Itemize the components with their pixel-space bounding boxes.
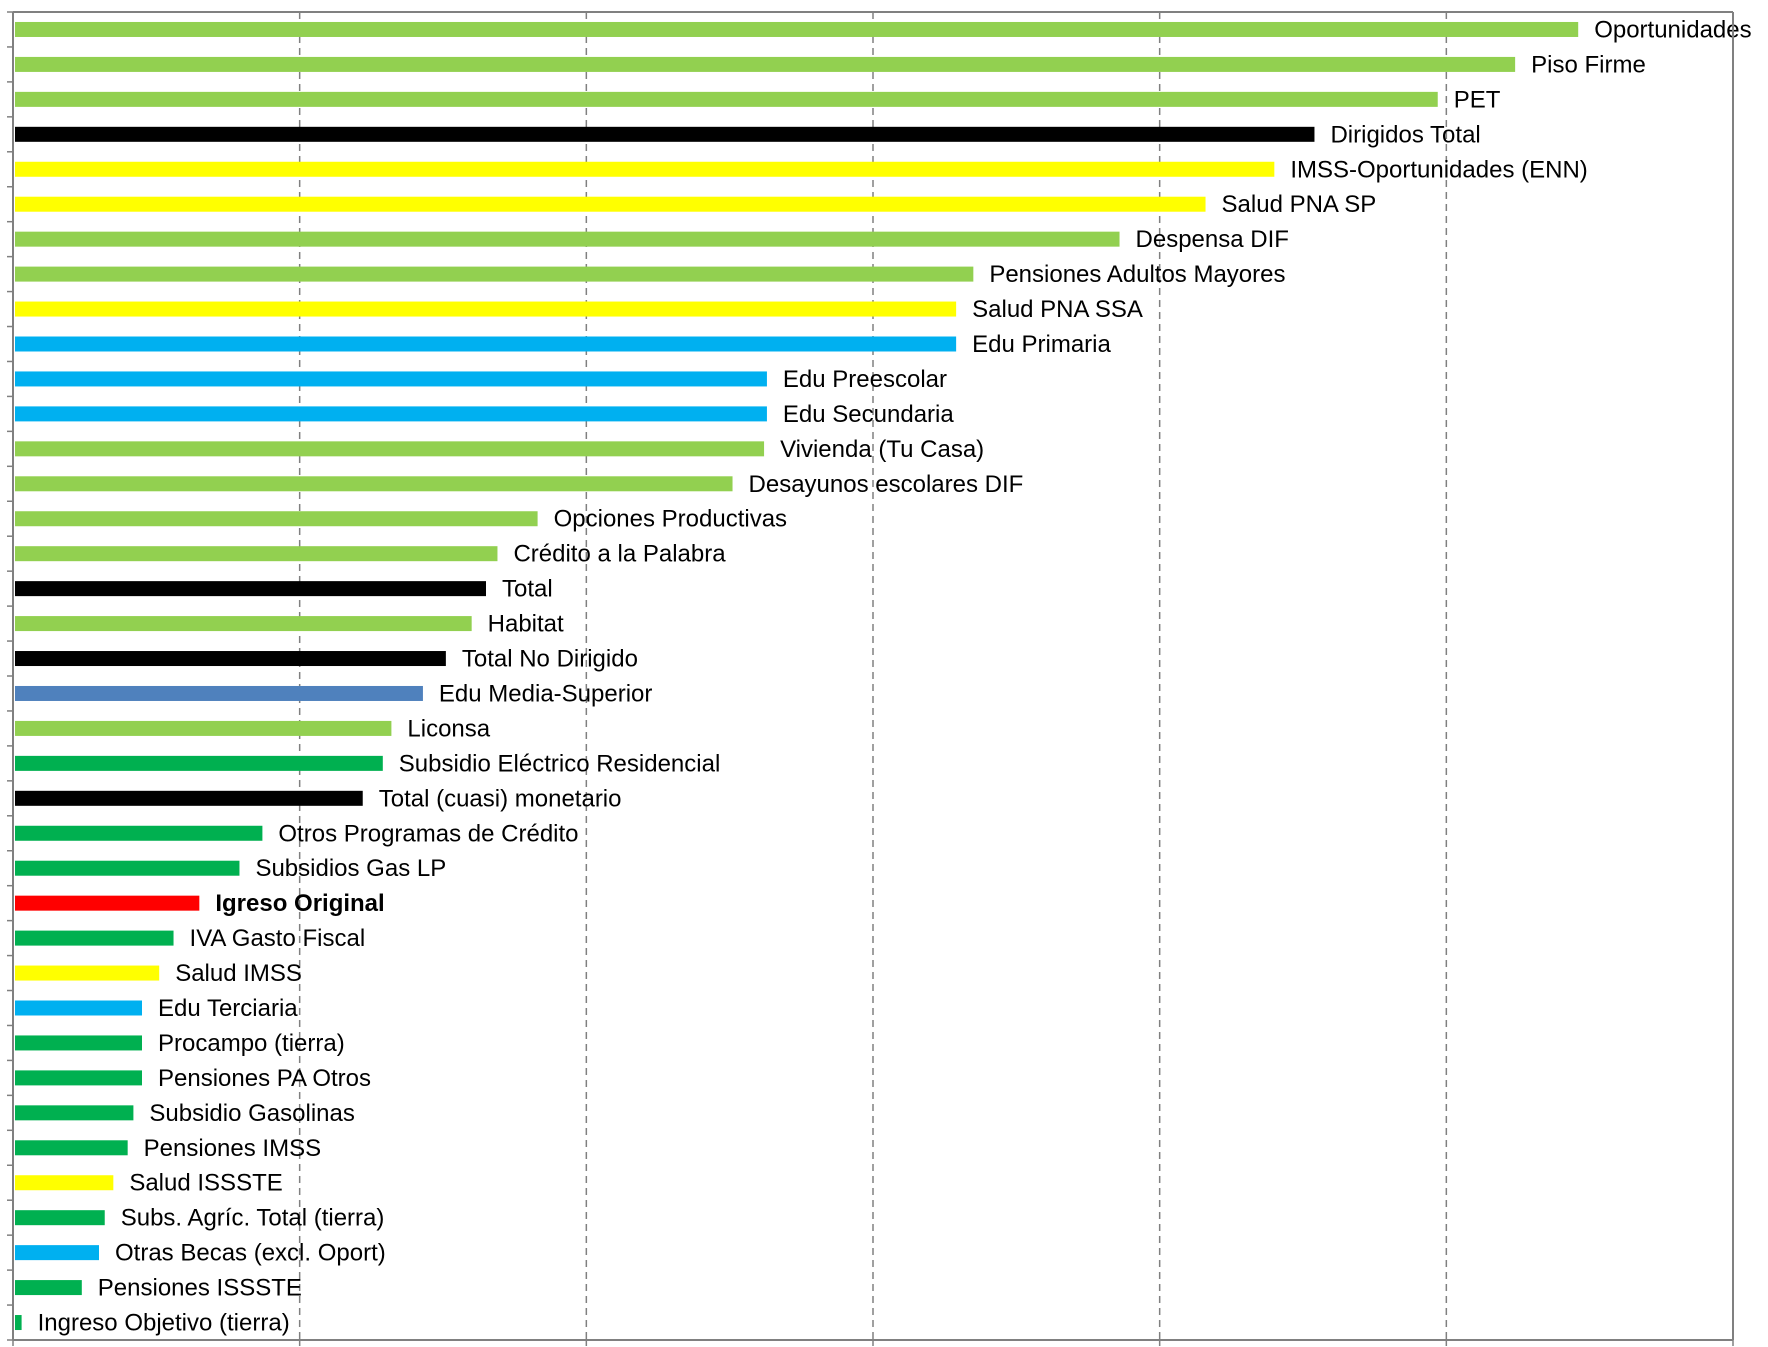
bar-label: Oportunidades [1594,16,1751,43]
bar-label: Dirigidos Total [1330,121,1480,148]
bar [15,511,538,527]
bar-label: Pensiones PA Otros [158,1065,371,1092]
bars [15,21,1579,1331]
bar [15,126,1315,142]
bar-label: Otros Programas de Crédito [278,820,578,847]
bar [15,895,200,911]
bar-label: Total (cuasi) monetario [379,785,622,812]
bar [15,161,1275,177]
bar [15,371,767,387]
bar-label: Procampo (tierra) [158,1030,345,1057]
bar [15,266,974,282]
bar [15,301,957,317]
bar-label: IVA Gasto Fiscal [190,925,366,952]
bar [15,1315,22,1331]
bar-label: Vivienda (Tu Casa) [780,436,984,463]
bar [15,196,1206,212]
bar-label: Edu Media-Superior [439,680,652,707]
bar-label: Subsidios Gas LP [255,855,446,882]
bar [15,581,486,597]
bar-label: Pensiones IMSS [144,1135,321,1162]
bar [15,1000,142,1016]
bar [15,336,957,352]
bar [15,1210,105,1226]
bar [15,231,1120,247]
bar [15,1140,128,1156]
bar [15,1070,142,1086]
bar [15,441,765,457]
bar-label: Pensiones ISSSTE [98,1275,302,1302]
bar-label: Salud PNA SP [1222,191,1377,218]
bar-label: Salud ISSSTE [129,1170,282,1197]
bar [15,406,767,422]
bar-label: Salud PNA SSA [972,296,1143,323]
bar-label: Ingreso Objetivo (tierra) [38,1310,290,1337]
bar-label: Subsidio Gasolinas [149,1100,354,1127]
bar [15,1280,82,1296]
bar [15,790,363,806]
bar-label: Edu Preescolar [783,366,947,393]
bar-label: IMSS-Oportunidades (ENN) [1290,156,1587,183]
bar-label: Subs. Agríc. Total (tierra) [121,1205,385,1232]
bar [15,755,383,771]
bar [15,651,446,667]
bar-label: Subsidio Eléctrico Residencial [399,750,721,777]
bar-label: Opciones Productivas [554,506,787,533]
bar-label: Total No Dirigido [462,646,638,673]
bar-label: PET [1454,86,1501,113]
bar-label: Piso Firme [1531,51,1646,78]
bar [15,965,160,981]
bar [15,1245,99,1261]
bar-label: Desayunos escolares DIF [749,471,1024,498]
bar-label: Liconsa [407,715,490,742]
bar [15,476,733,492]
bar [15,21,1579,37]
bar-label: Salud IMSS [175,960,302,987]
bar [15,825,263,841]
bar [15,1035,142,1051]
bar [15,546,498,562]
bar-labels: Oportunidades Piso Firme PET Dirigidos Tota… [38,16,1752,1336]
bar-label: Pensiones Adultos Mayores [989,261,1285,288]
bar [15,720,392,736]
bar-label: Total [502,576,553,603]
bar-label: Habitat [488,611,564,638]
bar [15,930,174,946]
axes [7,11,1734,1346]
bar-label: Otras Becas (excl. Oport) [115,1240,386,1267]
bar [15,91,1438,107]
bar-label: Igreso Original [215,890,384,917]
bar [15,1105,134,1121]
bar-label: Despensa DIF [1136,226,1289,253]
bar [15,56,1516,72]
bar-label: Edu Terciaria [158,995,298,1022]
bar [15,1175,114,1191]
bar [15,616,472,632]
bar-label: Edu Primaria [972,331,1111,358]
bar-label: Crédito a la Palabra [513,541,726,568]
bar [15,685,423,701]
bar-label: Edu Secundaria [783,401,954,428]
bar [15,860,240,876]
